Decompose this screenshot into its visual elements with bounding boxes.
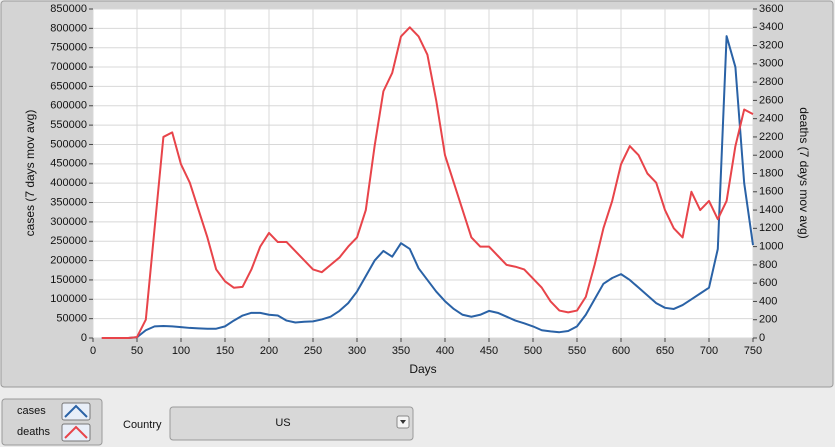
y-tick-label: 750000 xyxy=(50,42,87,54)
y-tick-label: 300000 xyxy=(50,216,87,228)
y-tick-label: 700000 xyxy=(50,61,87,73)
y2-tick-label: 2800 xyxy=(759,76,783,88)
y-axis-label: cases (7 days mov avg) xyxy=(23,110,37,237)
y2-tick-label: 3000 xyxy=(759,58,783,70)
x-tick-label: 550 xyxy=(568,345,586,357)
y2-tick-label: 3600 xyxy=(759,3,783,15)
y-tick-label: 0 xyxy=(81,332,87,344)
plot-area xyxy=(92,8,754,339)
y2-tick-label: 2600 xyxy=(759,94,783,106)
y2-tick-label: 3200 xyxy=(759,39,783,51)
x-axis-label: Days xyxy=(409,362,436,376)
x-tick-label: 200 xyxy=(260,345,278,357)
y2-tick-label: 3400 xyxy=(759,21,783,33)
y2-tick-label: 2000 xyxy=(759,149,783,161)
y-tick-label: 200000 xyxy=(50,254,87,266)
legend-items: cases deaths xyxy=(17,402,91,442)
y2-axis-label: deaths (7 days mov avg) xyxy=(797,107,811,238)
y-tick-label: 500000 xyxy=(50,138,87,150)
y2-tick-label: 0 xyxy=(759,332,765,344)
y2-tick-label: 1400 xyxy=(759,204,783,216)
lines xyxy=(101,26,754,339)
y2-tick-label: 400 xyxy=(759,295,777,307)
y2-tick-label: 2200 xyxy=(759,131,783,143)
dropdown-arrow xyxy=(400,420,406,424)
y-tick-label: 250000 xyxy=(50,235,87,247)
y-tick-label: 850000 xyxy=(50,3,87,15)
y-tick-label: 350000 xyxy=(50,196,87,208)
x-tick-label: 0 xyxy=(90,345,96,357)
x-tick-label: 100 xyxy=(172,345,190,357)
y2-tick-label: 600 xyxy=(759,277,777,289)
country-dropdown[interactable] xyxy=(169,406,414,441)
y2-tick-label: 1800 xyxy=(759,167,783,179)
y-tick-label: 800000 xyxy=(50,22,87,34)
y-tick-label: 450000 xyxy=(50,158,87,170)
country-value[interactable]: US xyxy=(275,417,290,429)
country-label: Country xyxy=(123,419,162,431)
y-tick-label: 550000 xyxy=(50,119,87,131)
legend-label: deaths xyxy=(17,426,51,438)
legend-label: cases xyxy=(17,405,46,417)
y2-tick-label: 1600 xyxy=(759,186,783,198)
y2-tick-label: 200 xyxy=(759,314,777,326)
x-tick-label: 700 xyxy=(700,345,718,357)
legend-swatch-box xyxy=(61,402,91,421)
y-tick-label: 650000 xyxy=(50,80,87,92)
x-tick-label: 50 xyxy=(131,345,143,357)
axes: 0 50 100 150 200 250 300 350 400 450 500 550 600 650 7… xyxy=(50,3,783,357)
legend-swatch-box xyxy=(61,423,91,442)
legend-swatch xyxy=(64,425,88,439)
y-tick-label: 600000 xyxy=(50,100,87,112)
x-tick-label: 450 xyxy=(480,345,498,357)
x-tick-label: 150 xyxy=(216,345,234,357)
y2-tick-label: 1000 xyxy=(759,241,783,253)
x-tick-label: 650 xyxy=(656,345,674,357)
x-tick-label: 400 xyxy=(436,345,454,357)
x-tick-label: 250 xyxy=(304,345,322,357)
x-tick-label: 300 xyxy=(348,345,366,357)
x-tick-label: 600 xyxy=(612,345,630,357)
y2-tick-label: 1200 xyxy=(759,222,783,234)
x-tick-label: 350 xyxy=(392,345,410,357)
y-tick-label: 400000 xyxy=(50,177,87,189)
y2-tick-label: 800 xyxy=(759,259,777,271)
y-tick-label: 100000 xyxy=(50,293,87,305)
y2-tick-label: 2400 xyxy=(759,113,783,125)
y-tick-label: 50000 xyxy=(56,313,87,325)
x-tick-label: 500 xyxy=(524,345,542,357)
y-tick-label: 150000 xyxy=(50,274,87,286)
series-line xyxy=(101,26,754,339)
series-line xyxy=(101,35,754,339)
legend-swatch xyxy=(64,404,88,418)
x-tick-label: 750 xyxy=(744,345,762,357)
